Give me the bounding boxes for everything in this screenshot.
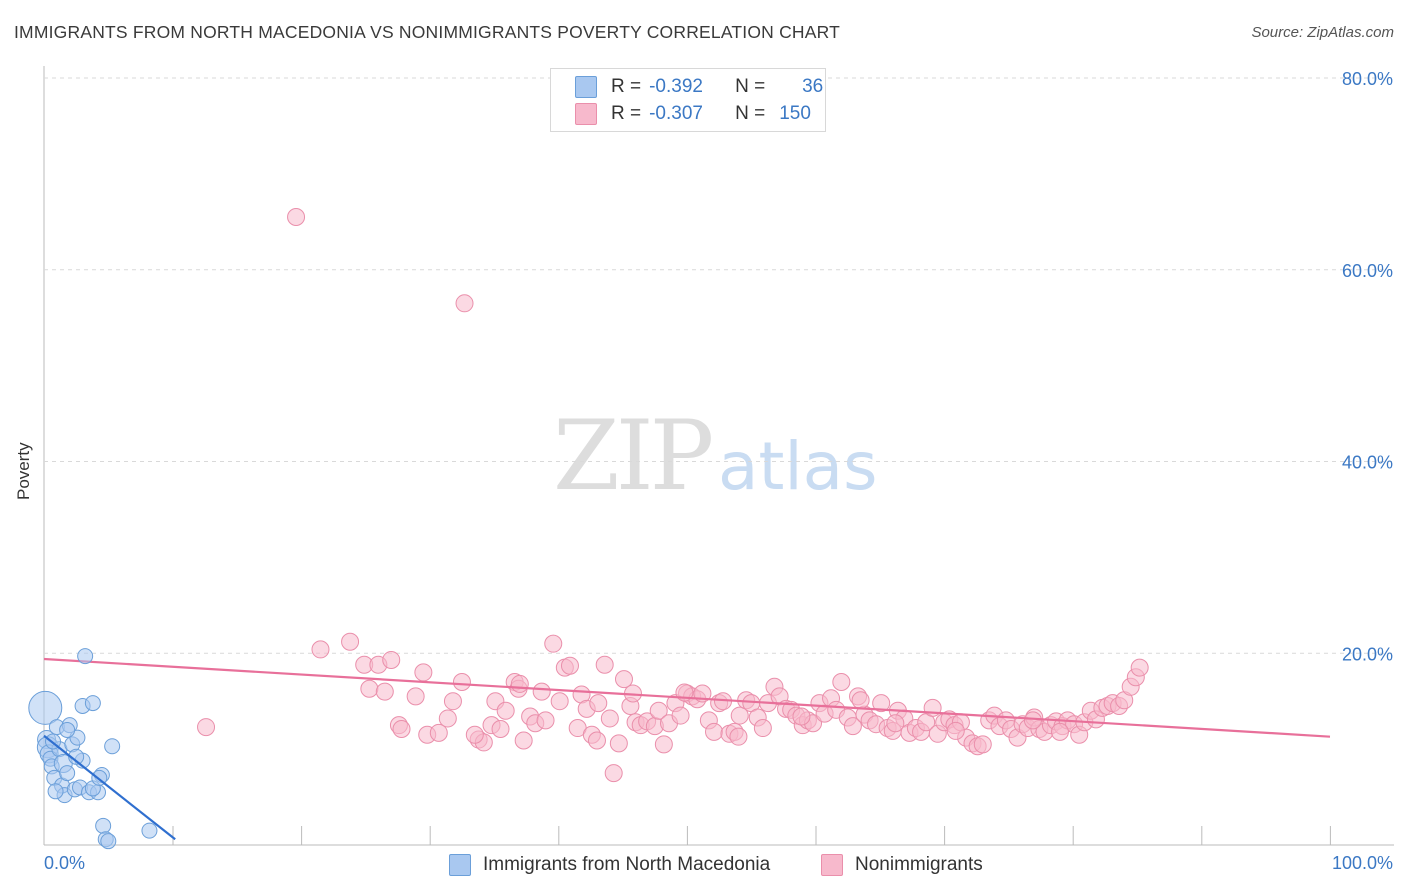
- immigrants-point: [95, 817, 112, 834]
- nonimmigrants-point: [197, 718, 216, 737]
- nonimmigrants-point: [1023, 711, 1042, 730]
- immigrants-point: [141, 822, 158, 839]
- nonimmigrants-point: [414, 663, 433, 682]
- n-value: 150: [779, 103, 811, 124]
- n-value: 36: [802, 76, 824, 97]
- nonimmigrants-point: [443, 692, 462, 711]
- nonimmigrants-point: [730, 706, 749, 725]
- nonimmigrants-point: [510, 674, 529, 693]
- nonimmigrants-point: [465, 725, 484, 744]
- nonimmigrants-point: [550, 692, 569, 711]
- nonimmigrants-point: [452, 673, 471, 692]
- y-tick-label: 60.0%: [1342, 261, 1393, 281]
- blue-swatch-icon: [575, 76, 597, 98]
- legend-item-immigrants[interactable]: Immigrants from North Macedonia: [449, 852, 770, 878]
- nonimmigrants-point: [429, 723, 448, 742]
- nonimmigrants-point: [886, 714, 905, 733]
- nonimmigrants-point: [406, 687, 425, 706]
- stats-legend: R = -0.392 N = 36 R = -0.307 N = 150: [550, 68, 826, 132]
- nonimmigrants-point: [705, 722, 724, 741]
- immigrants-point: [100, 833, 117, 850]
- nonimmigrants-point: [360, 679, 379, 698]
- nonimmigrants-point: [729, 727, 748, 746]
- legend-label: Immigrants from North Macedonia: [483, 854, 771, 875]
- x-tick-label: 100.0%: [1332, 853, 1393, 873]
- nonimmigrants-point: [792, 707, 811, 726]
- r-value: -0.307: [649, 103, 703, 124]
- nonimmigrants-point: [851, 691, 870, 710]
- nonimmigrants-point: [587, 731, 606, 750]
- nonimmigrants-point: [609, 734, 628, 753]
- nonimmigrants-point: [455, 294, 474, 313]
- nonimmigrants-point: [560, 656, 579, 675]
- nonimmigrants-point: [649, 701, 668, 720]
- nonimmigrants-point: [532, 682, 551, 701]
- nonimmigrants-point: [287, 208, 306, 227]
- immigrants-point: [84, 695, 101, 712]
- nonimmigrants-point: [375, 682, 394, 701]
- nonimmigrants-point: [604, 764, 623, 783]
- nonimmigrants-point: [600, 709, 619, 728]
- nonimmigrants-point: [311, 640, 330, 659]
- x-tick-label: 0.0%: [44, 853, 85, 873]
- n-label: N =: [735, 103, 766, 124]
- immigrants-point: [59, 721, 76, 738]
- y-tick-label: 20.0%: [1342, 644, 1393, 664]
- nonimmigrants-point: [544, 634, 563, 653]
- y-tick-label: 40.0%: [1342, 453, 1393, 473]
- nonimmigrants-point: [671, 706, 690, 725]
- nonimmigrants-point: [589, 694, 608, 713]
- nonimmigrants-point: [536, 711, 555, 730]
- watermark-atlas: atlas: [718, 428, 878, 505]
- nonimmigrants-point: [392, 719, 411, 738]
- r-label: R =: [611, 103, 642, 124]
- source-label: Source: ZipAtlas.com: [1251, 24, 1394, 41]
- legend-item-nonimmigrants[interactable]: Nonimmigrants: [821, 852, 983, 878]
- r-label: R =: [611, 76, 642, 97]
- immigrants-trend-line: [43, 734, 176, 841]
- stats-legend-row-nonimmigrants: R = -0.307 N = 150: [575, 102, 823, 126]
- nonimmigrants-point: [654, 735, 673, 754]
- nonimmigrants-point: [514, 731, 533, 750]
- y-tick-label: 80.0%: [1342, 69, 1393, 89]
- nonimmigrants-point: [973, 735, 992, 754]
- nonimmigrants-point: [438, 709, 457, 728]
- watermark-zip: ZIP: [553, 400, 714, 512]
- nonimmigrants-point: [832, 673, 851, 692]
- nonimmigrants-point: [595, 655, 614, 674]
- nonimmigrants-point: [614, 670, 633, 689]
- nonimmigrants-point: [872, 694, 891, 713]
- immigrants-point: [28, 690, 63, 725]
- immigrants-point: [104, 738, 121, 755]
- pink-swatch-icon: [575, 103, 597, 125]
- r-value: -0.392: [649, 76, 703, 97]
- nonimmigrants-point: [1130, 658, 1149, 677]
- nonimmigrants-point: [491, 719, 510, 738]
- nonimmigrants-point: [382, 650, 401, 669]
- nonimmigrants-point: [496, 701, 515, 720]
- nonimmigrants-point: [341, 632, 360, 651]
- stats-legend-row-immigrants: R = -0.392 N = 36: [575, 75, 823, 99]
- legend-label: Nonimmigrants: [855, 854, 983, 875]
- n-label: N =: [735, 76, 766, 97]
- blue-swatch-icon: [449, 854, 471, 876]
- nonimmigrants-point: [843, 717, 862, 736]
- pink-swatch-icon: [821, 854, 843, 876]
- immigrants-point: [68, 748, 85, 765]
- chart-title: IMMIGRANTS FROM NORTH MACEDONIA VS NONIM…: [14, 22, 841, 42]
- nonimmigrants-point: [1050, 722, 1069, 741]
- immigrants-point: [47, 783, 64, 800]
- nonimmigrants-trend-line: [43, 657, 1331, 738]
- nonimmigrants-point: [753, 719, 772, 738]
- nonimmigrants-point: [946, 721, 965, 740]
- immigrants-point: [77, 648, 94, 665]
- immigrants-point: [59, 765, 76, 782]
